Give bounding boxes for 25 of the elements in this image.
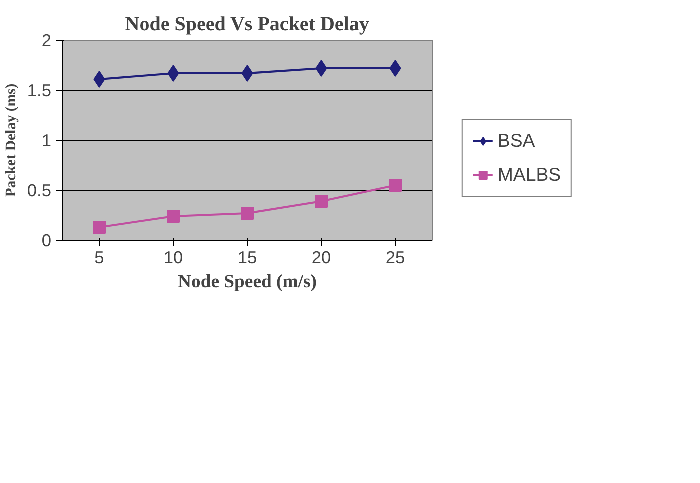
- legend-label: MALBS: [498, 164, 562, 186]
- point: [389, 179, 402, 192]
- y-tick-label: 0: [42, 230, 52, 250]
- x-tick-label: 15: [238, 248, 258, 268]
- point: [168, 65, 180, 82]
- point: [94, 71, 106, 88]
- chart-title: Node Speed Vs Packet Delay: [125, 14, 370, 36]
- point: [93, 221, 106, 234]
- point: [390, 60, 402, 77]
- x-tick-label: 20: [312, 248, 332, 268]
- y-tick-label: 1.5: [27, 80, 52, 100]
- x-axis-title: Node Speed (m/s): [178, 272, 317, 292]
- point: [316, 60, 328, 77]
- point: [315, 195, 328, 208]
- legend-label: BSA: [498, 130, 536, 152]
- point: [241, 207, 254, 220]
- y-axis-title: Packet Delay (ms): [3, 84, 20, 198]
- y-tick-label: 2: [42, 30, 52, 50]
- x-tick-label: 25: [386, 248, 406, 268]
- y-tick-label: 1: [42, 130, 52, 150]
- y-tick-label: 0.5: [27, 180, 52, 200]
- x-tick-label: 5: [94, 248, 104, 268]
- point: [167, 210, 180, 223]
- x-tick-label: 10: [164, 248, 184, 268]
- point: [242, 65, 254, 82]
